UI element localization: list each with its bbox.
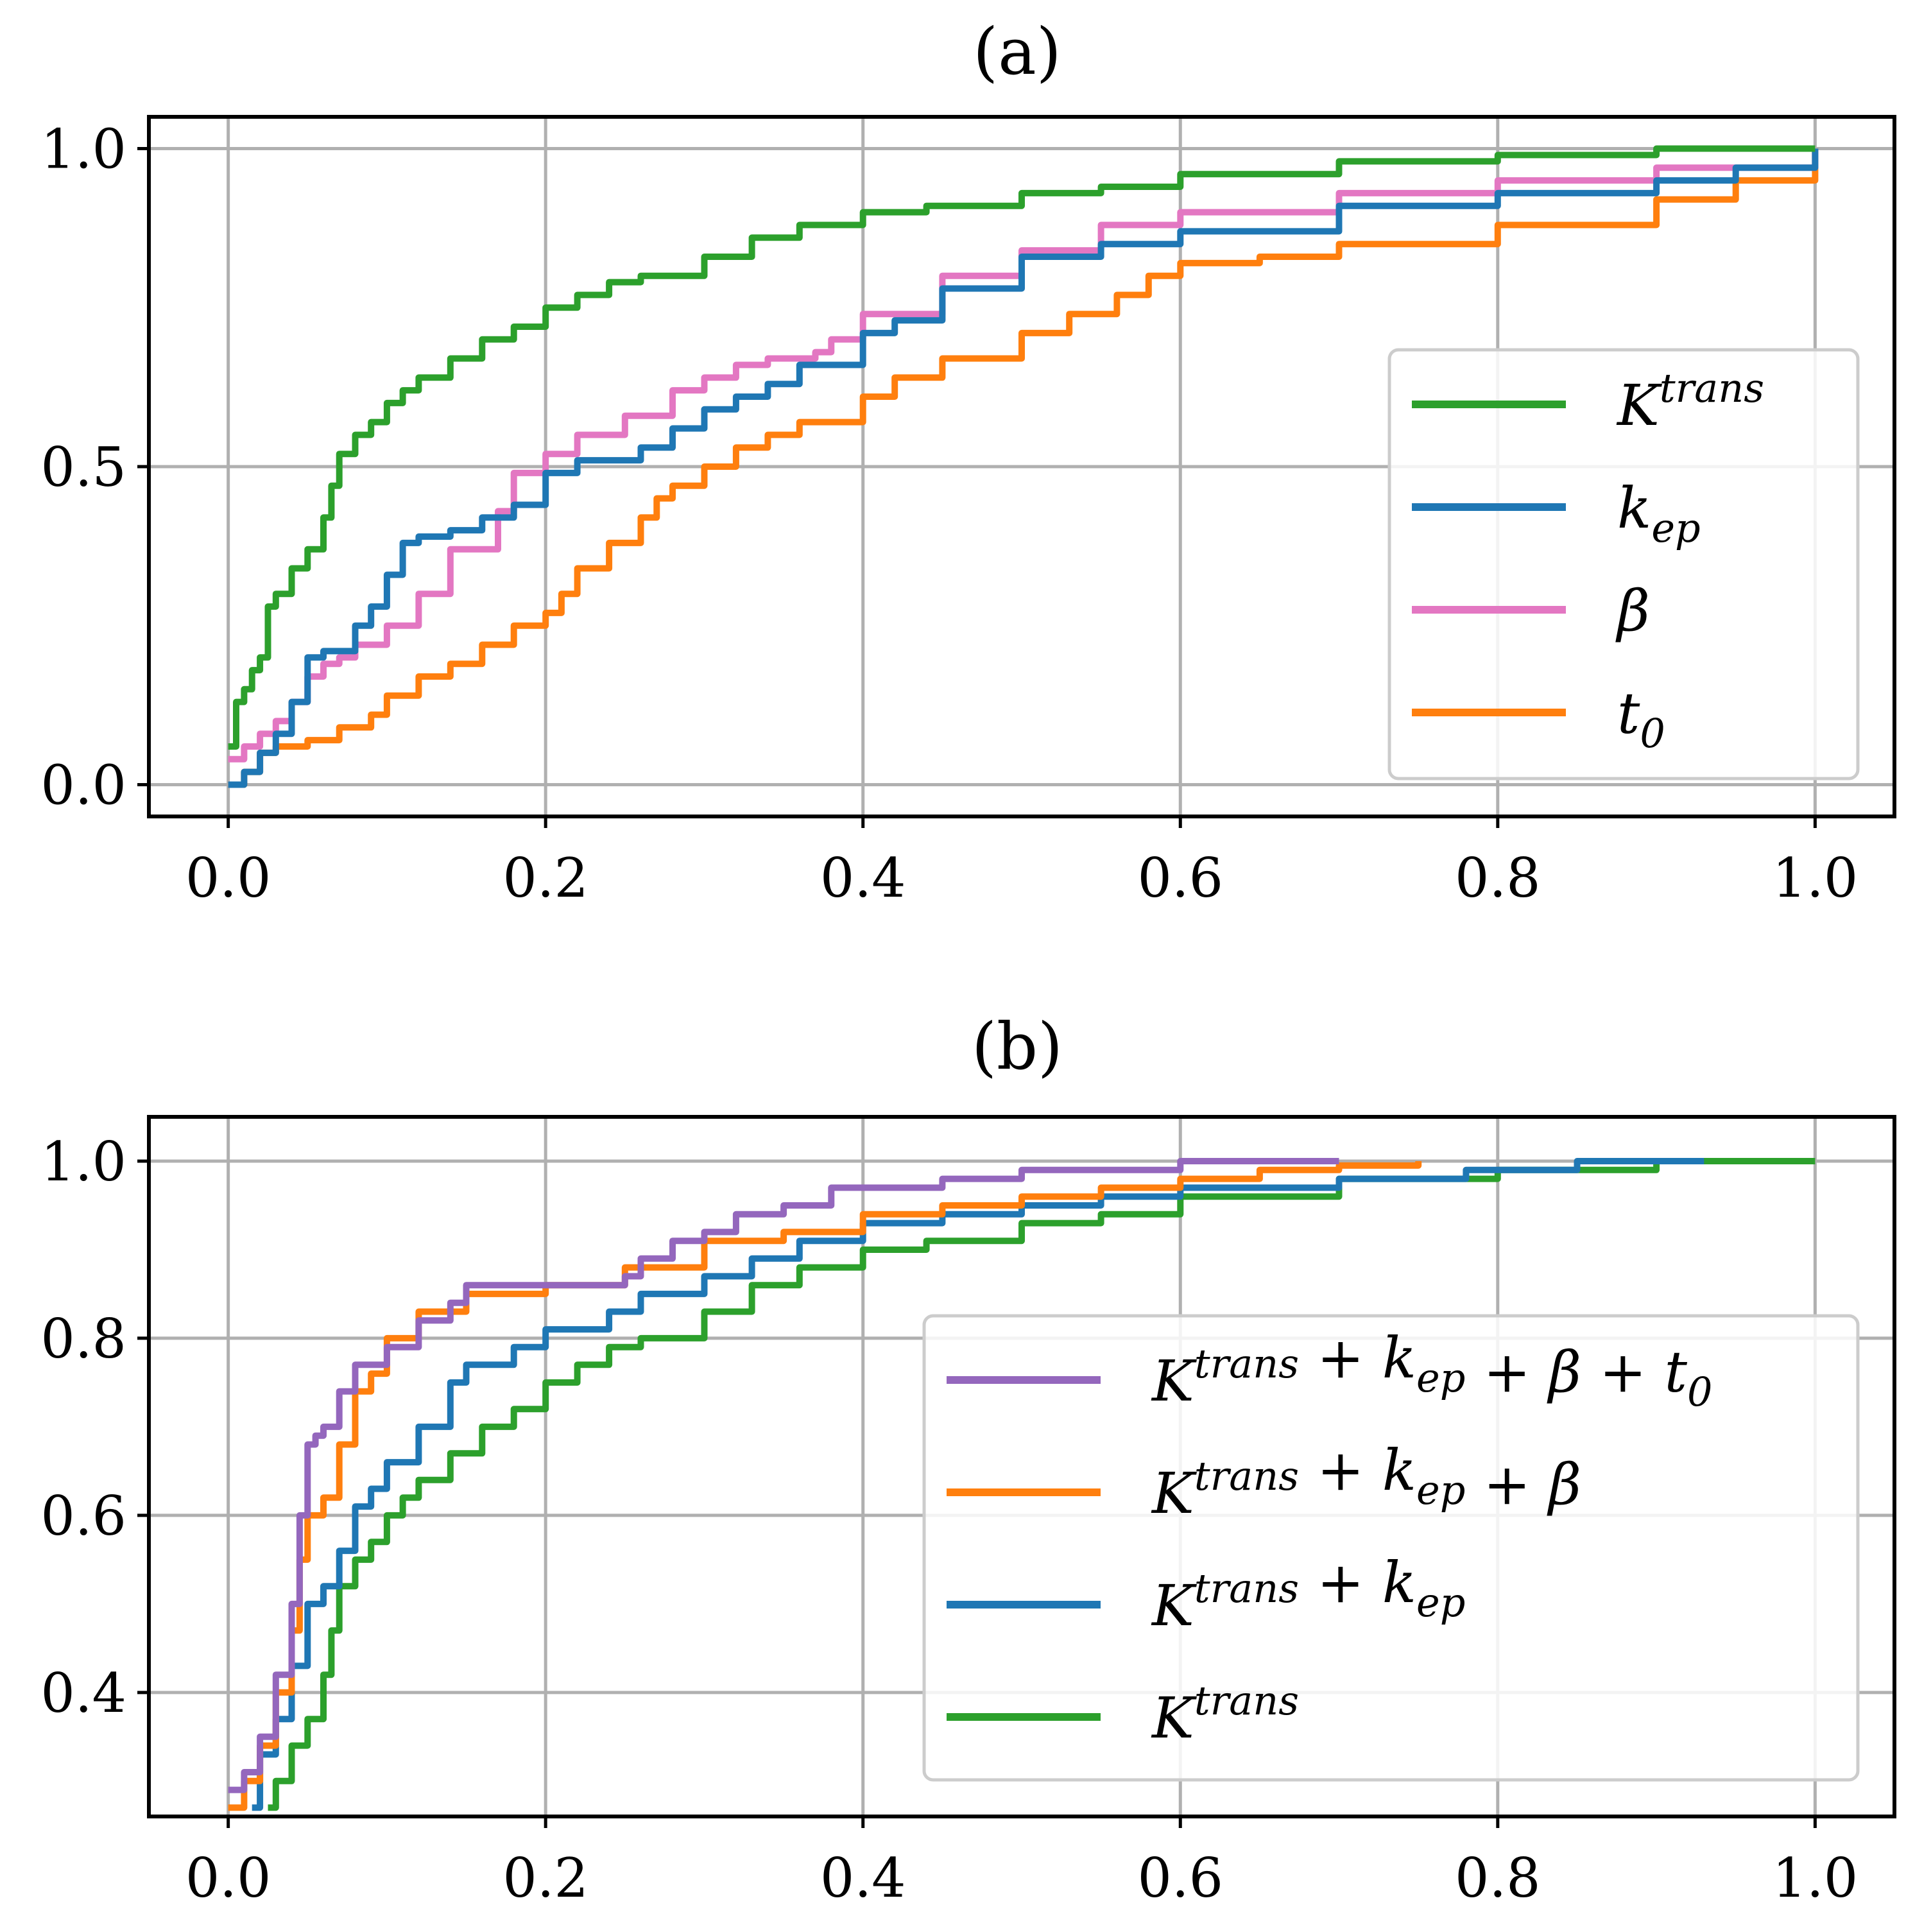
panel-a-series-1 <box>228 148 1819 788</box>
panel-a-xtick-label: 0.8 <box>1455 847 1541 910</box>
panel-b-ticks: 0.0 0.2 0.4 0.6 0.8 1.0 0.4 0.6 0.8 1.0 <box>40 1130 1858 1910</box>
panel-b-xtick-label: 1.0 <box>1773 1847 1859 1910</box>
panel-b-xtick-label: 0.0 <box>185 1847 271 1910</box>
legend-label-a-2: β <box>1615 578 1650 644</box>
panel-a-xtick-label: 0.6 <box>1137 847 1223 910</box>
panel-b-frame <box>147 1115 1896 1818</box>
panel-a-title: (a) <box>973 14 1061 89</box>
panel-a-ytick-label: 0.5 <box>40 436 126 499</box>
legend-label-a-1: kep <box>1617 475 1701 551</box>
panel-a-xtick-label: 0.2 <box>502 847 588 910</box>
panel-a-ticks: 0.0 0.2 0.4 0.6 0.8 1.0 0.0 0.5 1.0 <box>40 118 1858 910</box>
panel-b-legend: Ktrans + kep + β + t0 Ktrans + kep + β Ktr… <box>922 1314 1860 1782</box>
panel-a-series-0 <box>228 145 1816 750</box>
panel-b-series-3 <box>268 1158 1816 1811</box>
panel-a-legend: Ktrans kep β t0 <box>1387 348 1860 781</box>
panel-b: (b) 0.0 0.2 0.4 0.6 0.8 1.0 0.4 0.6 0.8 1.0 Ktran… <box>40 1009 1896 1910</box>
panel-b-legend-box <box>922 1314 1860 1782</box>
panel-a-xtick-label: 0.4 <box>820 847 906 910</box>
panel-b-ytick-label: 1.0 <box>40 1130 126 1193</box>
panel-b-series-0 <box>228 1158 1339 1793</box>
panel-b-ytick-label: 0.8 <box>40 1307 126 1370</box>
panel-b-xtick-label: 0.2 <box>502 1847 588 1910</box>
legend-label-b-1: Ktrans + kep + β <box>1151 1437 1581 1526</box>
panel-b-title: (b) <box>972 1009 1063 1084</box>
panel-a-legend-box <box>1387 348 1860 781</box>
legend-label-a-0: Ktrans <box>1616 365 1764 438</box>
legend-label-b-0: Ktrans + kep + β + t0 <box>1151 1325 1713 1415</box>
panel-a-ytick-label: 0.0 <box>40 754 126 816</box>
panel-b-xtick-label: 0.6 <box>1137 1847 1223 1910</box>
panel-b-series <box>228 1158 1816 1811</box>
panel-a-series-2 <box>228 148 1819 763</box>
panel-a-xtick-label: 0.0 <box>185 847 271 910</box>
panel-a-xtick-label: 1.0 <box>1773 847 1859 910</box>
panel-a: (a) 0.0 0.2 0.4 0.6 0.8 1.0 0.0 0.5 1.0 Ktrans ke… <box>40 14 1896 910</box>
panel-a-series-3 <box>228 148 1819 788</box>
panel-a-ytick-label: 1.0 <box>40 118 126 181</box>
panel-a-series <box>228 145 1819 788</box>
panel-b-xtick-label: 0.8 <box>1455 1847 1541 1910</box>
panel-b-ytick-label: 0.4 <box>40 1662 126 1725</box>
legend-label-a-3: t0 <box>1617 680 1665 757</box>
panel-b-ytick-label: 0.6 <box>40 1485 126 1548</box>
legend-label-b-3: Ktrans <box>1151 1677 1299 1751</box>
legend-label-b-2: Ktrans + kep <box>1151 1549 1465 1639</box>
panel-b-xtick-label: 0.4 <box>820 1847 906 1910</box>
